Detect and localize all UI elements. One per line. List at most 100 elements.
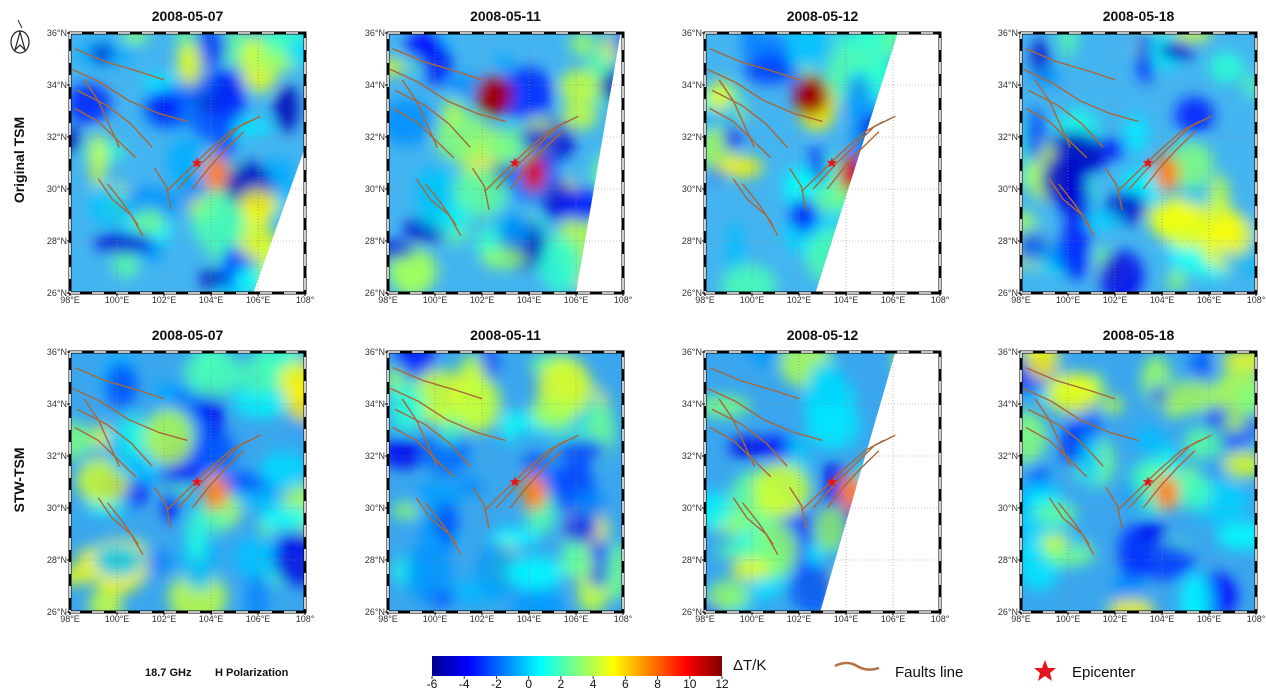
fault-line — [1142, 131, 1196, 190]
map-panel: 2008-05-12 98°E 100°E 102°E 104°E 106°E 108° 26… — [682, 8, 950, 305]
map-frame-dash — [387, 351, 624, 613]
fault-line — [812, 115, 896, 190]
y-tick-label: 30°N — [998, 503, 1018, 513]
y-tick-label: 28°N — [365, 236, 385, 246]
fault-line — [509, 131, 563, 190]
y-tick-label: 30°N — [365, 503, 385, 513]
x-tick-label: 100°E — [423, 614, 448, 624]
field-blob — [1097, 137, 1126, 161]
field-blob — [184, 352, 241, 399]
y-tick-label: 32°N — [682, 132, 702, 142]
field-blob — [93, 423, 110, 449]
field-blob — [553, 438, 608, 462]
field-blob — [477, 543, 520, 597]
fault-line — [789, 486, 807, 529]
colorbar-tick-label: -6 — [427, 677, 438, 689]
y-tick-label: 36°N — [682, 28, 702, 38]
fault-line — [711, 89, 788, 148]
fault-line — [826, 450, 880, 509]
y-tick-label: 30°N — [682, 184, 702, 194]
field-blob — [404, 544, 453, 601]
y-tick-label: 26°N — [365, 288, 385, 298]
x-tick-label: 98°E — [378, 295, 398, 305]
legend-epicenter-symbol — [1034, 660, 1056, 681]
fault-line — [718, 398, 755, 467]
y-tick-label: 28°N — [47, 555, 67, 565]
y-tick-label: 34°N — [682, 399, 702, 409]
map-panel: 2008-05-11 98°E 100°E 102°E 104°E 106°E 108° 26… — [365, 8, 633, 305]
temperature-field — [388, 33, 623, 293]
fault-line — [732, 497, 779, 556]
temperature-field — [70, 33, 305, 293]
field-blob — [705, 491, 731, 529]
field-blob — [1024, 352, 1060, 381]
fault-line — [742, 502, 774, 545]
field-blob — [741, 33, 764, 61]
fault-line — [1058, 183, 1090, 226]
y-tick-label: 30°N — [998, 184, 1018, 194]
fault-line — [392, 366, 483, 400]
y-tick-label: 34°N — [998, 399, 1018, 409]
swath-gap — [815, 33, 940, 293]
field-blob — [807, 541, 824, 566]
fault-line — [707, 387, 823, 442]
field-blob — [225, 490, 285, 510]
fault-line — [472, 167, 490, 210]
x-tick-label: 104°E — [834, 614, 859, 624]
field-blob — [1215, 521, 1256, 551]
x-tick-label: 98°E — [60, 295, 80, 305]
fault-line — [76, 408, 153, 467]
fault-line — [97, 178, 144, 237]
fault-line — [1142, 450, 1196, 509]
x-tick-label: 100°E — [1056, 295, 1081, 305]
x-tick-label: 108° — [1247, 295, 1266, 305]
field-blob — [1124, 114, 1148, 153]
y-tick-label: 32°N — [682, 451, 702, 461]
swath-gap — [576, 33, 623, 293]
temperature-field — [388, 352, 623, 612]
map-panel: 2008-05-18 98°E 100°E 102°E 104°E 106°E 108° 26… — [998, 327, 1266, 624]
x-tick-label: 108° — [1247, 614, 1266, 624]
field-blob — [70, 127, 82, 154]
field-blob — [286, 37, 305, 68]
map-frame-dash — [69, 351, 306, 613]
colorbar-tick-label: 10 — [683, 677, 697, 689]
field-blob — [388, 98, 435, 146]
colorbar-tick-label: -2 — [491, 677, 502, 689]
y-tick-label: 26°N — [682, 607, 702, 617]
field-blob — [203, 474, 228, 511]
fault-line — [415, 497, 462, 556]
fault-line — [401, 398, 438, 467]
fault-line — [72, 387, 188, 442]
field-blob — [1169, 141, 1214, 189]
field-blob — [1135, 542, 1195, 580]
field-blob — [723, 123, 742, 153]
field-blob — [1167, 269, 1186, 292]
field-blob — [237, 189, 279, 221]
field-blob — [1033, 501, 1078, 525]
field-blob — [530, 393, 578, 430]
y-tick-label: 36°N — [998, 28, 1018, 38]
x-tick-label: 100°E — [740, 614, 765, 624]
field-blob — [166, 137, 208, 186]
fault-line — [483, 120, 567, 193]
fault-line — [718, 79, 755, 148]
fault-line — [1128, 115, 1212, 190]
fault-line — [732, 178, 779, 237]
field-blob — [414, 166, 456, 216]
x-tick-label: 98°E — [60, 614, 80, 624]
colorbar-tick-label: 12 — [715, 677, 729, 689]
field-blob — [117, 454, 165, 481]
field-blob — [1021, 230, 1049, 263]
fault-line — [177, 115, 261, 190]
field-blob — [605, 542, 623, 601]
y-tick-label: 28°N — [682, 555, 702, 565]
x-tick-label: 108° — [614, 614, 633, 624]
row-label: STW-TSM — [11, 447, 27, 512]
field-blob — [388, 438, 427, 469]
field-blob — [149, 89, 182, 125]
field-blob — [561, 536, 588, 578]
x-tick-label: 106°E — [1197, 295, 1222, 305]
map-panel: 2008-05-18 98°E 100°E 102°E 104°E 106°E 108° 26… — [998, 8, 1266, 305]
field-blob — [1243, 73, 1256, 99]
